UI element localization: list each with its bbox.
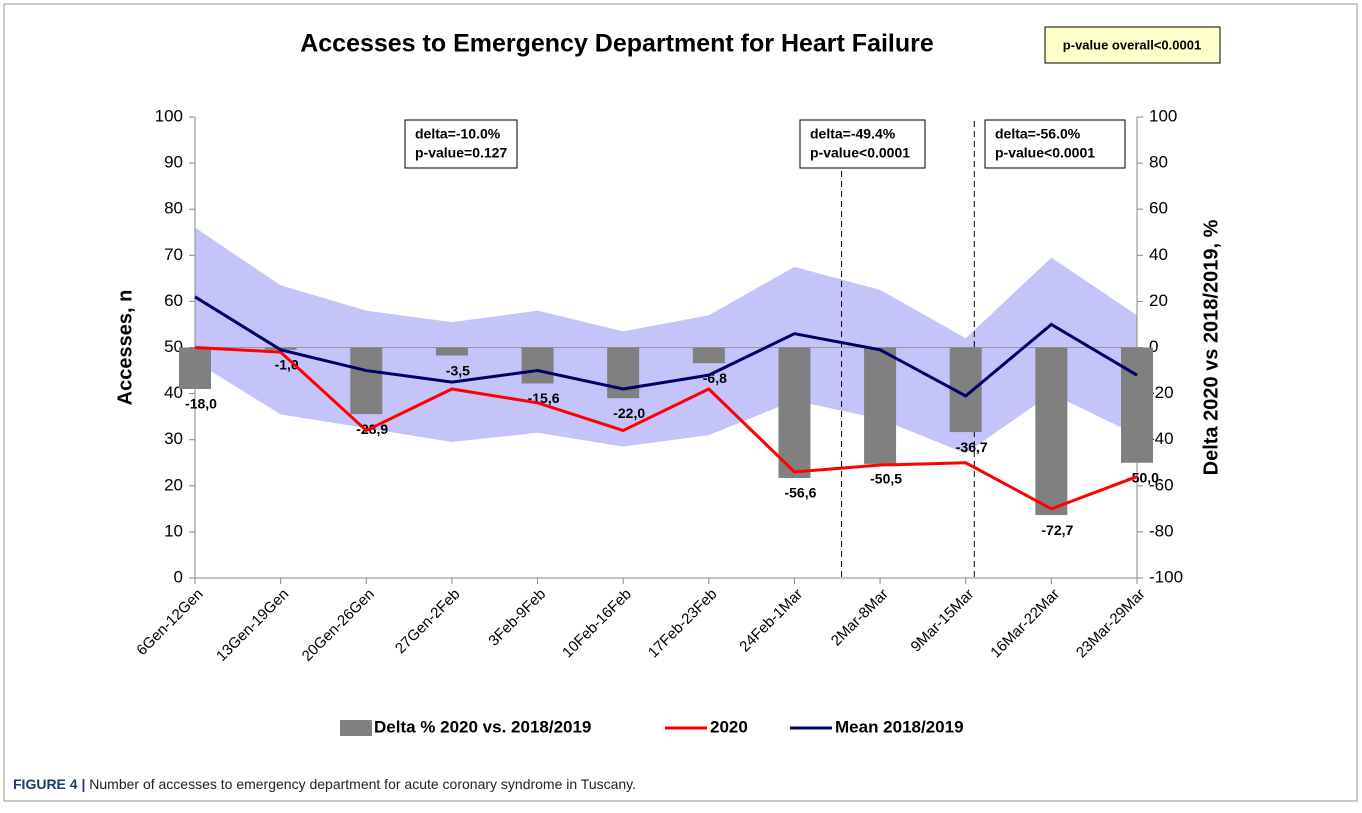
y-axis-label: Accesses, n bbox=[114, 290, 136, 406]
bar bbox=[1035, 347, 1068, 516]
x-tick-label: 3Feb-9Feb bbox=[485, 586, 549, 650]
annotation-text: p-value<0.0001 bbox=[810, 145, 910, 161]
bar bbox=[692, 347, 725, 364]
bar-value-label: -22,0 bbox=[613, 405, 645, 421]
x-tick-label: 16Mar-22Mar bbox=[987, 586, 1063, 662]
y2-tick-label: -40 bbox=[1149, 429, 1174, 448]
bar bbox=[1121, 347, 1153, 463]
annotation-text: p-value<0.0001 bbox=[995, 145, 1095, 161]
y2-tick-label: -100 bbox=[1149, 567, 1183, 586]
y-tick-label: 30 bbox=[164, 429, 183, 448]
y2-tick-label: 0 bbox=[1149, 337, 1158, 356]
caption-label: FIGURE 4 | bbox=[13, 776, 85, 792]
legend-label: 2020 bbox=[710, 717, 748, 736]
bar-value-label: -36,7 bbox=[956, 439, 988, 455]
y2-tick-label: 20 bbox=[1149, 291, 1168, 310]
x-tick-label: 24Feb-1Mar bbox=[736, 586, 806, 656]
annotation-box bbox=[984, 119, 1126, 169]
annotation-box bbox=[799, 119, 926, 169]
y2-tick-label: 40 bbox=[1149, 245, 1168, 264]
annotation-text: p-value=0.127 bbox=[415, 145, 507, 161]
bar bbox=[179, 347, 211, 389]
y-tick-label: 50 bbox=[164, 337, 183, 356]
chart-title: Accesses to Emergency Department for Hea… bbox=[300, 30, 934, 58]
caption: FIGURE 4 | Number of accesses to emergen… bbox=[13, 776, 636, 792]
overall-box bbox=[1044, 26, 1221, 64]
y-tick-label: 90 bbox=[164, 153, 183, 172]
x-tick-label: 23Mar-29Mar bbox=[1073, 586, 1149, 662]
x-tick-label: 20Gen-26Gen bbox=[299, 586, 378, 665]
y-tick-label: 80 bbox=[164, 199, 183, 218]
annotation-text: delta=-56.0% bbox=[995, 126, 1081, 142]
bar-value-label: -50,5 bbox=[870, 471, 902, 487]
y2-tick-label: -60 bbox=[1149, 475, 1174, 494]
bar-value-label: -3,5 bbox=[446, 362, 470, 378]
y2-tick-label: -80 bbox=[1149, 521, 1174, 540]
y-tick-label: 20 bbox=[164, 475, 183, 494]
y-tick-label: 40 bbox=[164, 383, 183, 402]
bar bbox=[607, 347, 640, 399]
x-tick-label: 17Feb-23Feb bbox=[645, 586, 721, 662]
caption-text: Number of accesses to emergency departme… bbox=[85, 776, 636, 792]
x-tick-label: 2Mar-8Mar bbox=[828, 586, 892, 650]
x-tick-label: 6Gen-12Gen bbox=[133, 586, 206, 659]
line bbox=[194, 346, 1138, 511]
range-band bbox=[195, 227, 1137, 454]
legend-label: Delta % 2020 vs. 2018/2019 bbox=[374, 717, 591, 736]
y2-tick-label: -20 bbox=[1149, 383, 1174, 402]
line bbox=[194, 295, 1138, 398]
bar-value-label: -72,7 bbox=[1041, 522, 1073, 538]
bar bbox=[778, 347, 811, 478]
bar bbox=[521, 347, 554, 384]
frame bbox=[3, 3, 1358, 802]
bar bbox=[864, 347, 897, 464]
y-tick-label: 70 bbox=[164, 245, 183, 264]
annotation-text: delta=-49.4% bbox=[810, 126, 896, 142]
y2-tick-label: 80 bbox=[1149, 153, 1168, 172]
y-tick-label: 60 bbox=[164, 291, 183, 310]
x-tick-label: 13Gen-19Gen bbox=[213, 586, 292, 665]
annotation-text: delta=-10.0% bbox=[415, 126, 501, 142]
x-tick-label: 10Feb-16Feb bbox=[559, 586, 635, 662]
y-tick-label: 0 bbox=[174, 567, 183, 586]
legend-swatch bbox=[340, 720, 372, 736]
legend-label: Mean 2018/2019 bbox=[835, 717, 964, 736]
overall-text: p-value overall<0.0001 bbox=[1063, 37, 1201, 52]
bar-value-label: -56,6 bbox=[784, 485, 816, 501]
y2-axis-label: Delta 2020 vs 2018/2019, % bbox=[1200, 219, 1222, 475]
y2-tick-label: 60 bbox=[1149, 199, 1168, 218]
x-tick-label: 27Gen-2Feb bbox=[392, 586, 464, 658]
bar-value-label: -1,0 bbox=[275, 357, 299, 373]
annotation-box bbox=[404, 119, 518, 169]
bar bbox=[350, 347, 383, 415]
bar bbox=[435, 347, 468, 356]
bar-value-label: -18,0 bbox=[185, 396, 217, 412]
bar-value-label: -50,0 bbox=[1127, 469, 1159, 485]
x-tick-label: 9Mar-15Mar bbox=[908, 586, 978, 656]
y-tick-label: 10 bbox=[164, 521, 183, 540]
y2-tick-label: 100 bbox=[1149, 106, 1177, 125]
y-tick-label: 100 bbox=[155, 106, 183, 125]
